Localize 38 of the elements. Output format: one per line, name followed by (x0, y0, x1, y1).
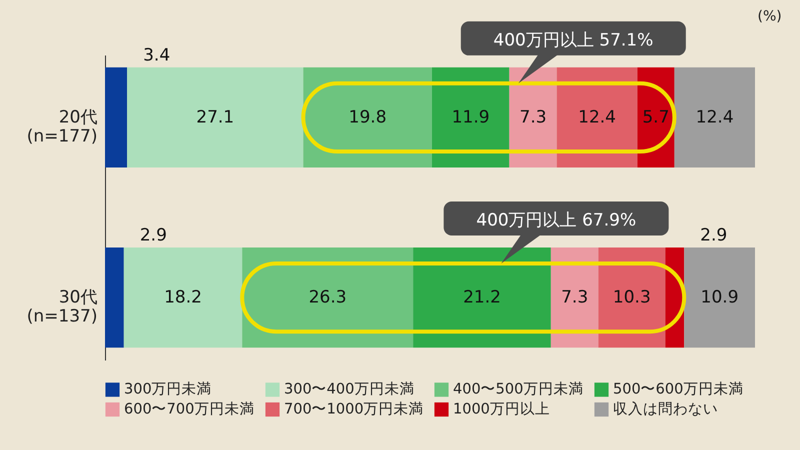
data-label: 12.4 (696, 107, 734, 128)
legend-label: 1000万円以上 (453, 400, 550, 418)
bar (684, 247, 755, 348)
data-label: 10.3 (612, 288, 651, 308)
bar (674, 67, 755, 168)
data-label: 26.3 (308, 288, 347, 308)
y-tick-label: 20代 (n=177) (26, 107, 98, 146)
bar (550, 247, 598, 348)
data-label: 2.9 (700, 226, 728, 246)
data-label: 7.3 (520, 107, 547, 128)
bar (432, 67, 510, 168)
legend-label: 300〜400万円未満 (284, 380, 414, 398)
data-label: 12.4 (578, 107, 616, 128)
data-label: 3.4 (143, 45, 170, 66)
data-label: 10.9 (700, 288, 739, 308)
data-label: 11.9 (452, 107, 490, 128)
data-label: 27.1 (196, 107, 234, 128)
bar (124, 247, 242, 348)
bar (105, 67, 128, 168)
bar (105, 247, 124, 348)
legend-label: 700〜1000万円未満 (284, 400, 424, 418)
data-label: 18.2 (164, 288, 202, 308)
y-tick-label: 30代 (n=137) (26, 288, 98, 327)
bar (556, 67, 638, 168)
legend-label: 収入は問わない (613, 400, 718, 418)
legend-label: 300万円未満 (124, 380, 212, 398)
data-label: 19.8 (348, 107, 387, 128)
annotation: 400万円以上 67.9% (476, 210, 636, 230)
legend-label: 600〜700万円未満 (124, 400, 254, 418)
text: 400万円以上 57.1% (493, 30, 654, 50)
x-axis-title: (%) (758, 8, 782, 24)
bar (413, 247, 551, 348)
legend-label: 400〜500万円未満 (453, 380, 584, 398)
legend-label: 500〜600万円未満 (613, 380, 744, 398)
data-label: 2.9 (140, 226, 167, 246)
data-label: 21.2 (463, 288, 501, 308)
data-label: 5.7 (642, 107, 670, 128)
data-label: 7.3 (561, 288, 588, 308)
